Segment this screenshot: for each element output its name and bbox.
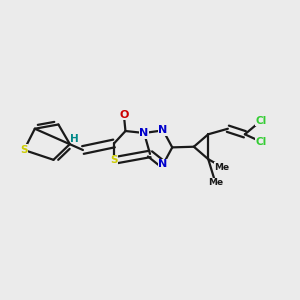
Text: H: H [70,134,79,143]
Text: Cl: Cl [256,116,267,126]
Text: N: N [158,159,168,170]
Text: N: N [158,125,168,135]
Text: S: S [20,145,28,155]
Text: N: N [140,128,149,138]
Text: Cl: Cl [256,137,267,147]
Text: Me: Me [208,178,223,187]
Text: Me: Me [214,163,230,172]
Text: S: S [110,155,118,166]
Text: O: O [119,110,128,120]
